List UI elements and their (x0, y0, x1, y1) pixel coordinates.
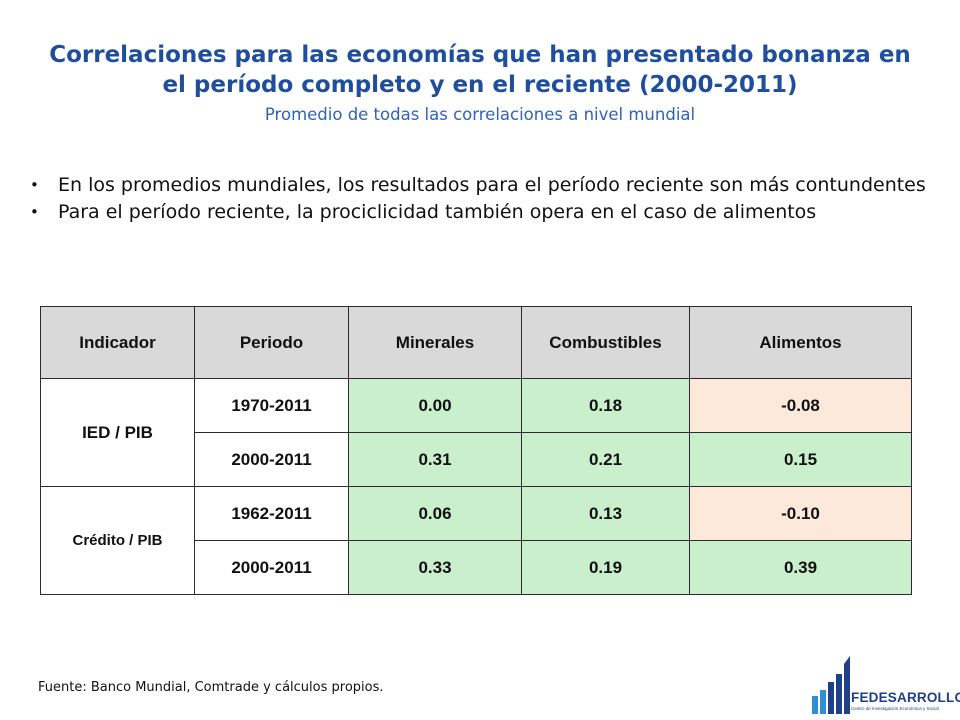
alimentos-cell: -0.08 (689, 378, 912, 433)
minerales-cell: 0.31 (348, 432, 522, 487)
bullet-list: • En los promedios mundiales, los result… (30, 172, 930, 226)
combustibles-cell: 0.19 (521, 540, 690, 595)
slide-subtitle: Promedio de todas las correlaciones a ni… (264, 105, 696, 124)
header-indicador: Indicador (40, 306, 195, 379)
header-combustibles: Combustibles (521, 306, 690, 379)
period-cell: 1970-2011 (194, 378, 349, 433)
alimentos-cell: -0.10 (689, 486, 912, 541)
correlation-table: Indicador Periodo Minerales Combustibles… (40, 306, 912, 595)
header-periodo: Periodo (194, 306, 349, 379)
title-line-2: el período completo y en el reciente (20… (162, 72, 798, 98)
header-minerales: Minerales (348, 306, 522, 379)
fedesarrollo-logo-icon (812, 656, 850, 714)
bullet-text: Para el período reciente, la prociclicid… (58, 201, 817, 223)
minerales-cell: 0.06 (348, 486, 522, 541)
indicator-cell: IED / PIB (40, 378, 195, 487)
bullet-dot-icon: • (30, 203, 39, 221)
combustibles-cell: 0.13 (521, 486, 690, 541)
period-cell: 2000-2011 (194, 432, 349, 487)
logo-name: FEDESARROLLO (851, 690, 960, 705)
bullet-item: • Para el período reciente, la prociclic… (30, 199, 930, 226)
bullet-item: • En los promedios mundiales, los result… (30, 172, 930, 199)
table-header-row: Indicador Periodo Minerales Combustibles… (40, 306, 912, 379)
minerales-cell: 0.33 (348, 540, 522, 595)
combustibles-cell: 0.18 (521, 378, 690, 433)
period-cell: 2000-2011 (194, 540, 349, 595)
combustibles-cell: 0.21 (521, 432, 690, 487)
bullet-dot-icon: • (30, 176, 39, 194)
title-line-1: Correlaciones para las economías que han… (49, 42, 911, 68)
header-alimentos: Alimentos (689, 306, 912, 379)
indicator-cell: Crédito / PIB (40, 486, 195, 595)
source-note: Fuente: Banco Mundial, Comtrade y cálcul… (38, 680, 384, 695)
slide-title: Correlaciones para las economías que han… (30, 40, 930, 100)
period-cell: 1962-2011 (194, 486, 349, 541)
table-row: IED / PIB 1970-2011 0.00 0.18 -0.08 (40, 378, 912, 487)
alimentos-cell: 0.15 (689, 432, 912, 487)
alimentos-cell: 0.39 (689, 540, 912, 595)
bullet-text: En los promedios mundiales, los resultad… (58, 174, 926, 196)
logo-tagline: Centro de Investigación Económica y Soci… (851, 706, 939, 711)
table-row: Crédito / PIB 1962-2011 0.06 0.13 -0.10 (40, 486, 912, 595)
table-row: 2000-2011 0.31 0.21 0.15 (41, 432, 912, 487)
table-row: 2000-2011 0.33 0.19 0.39 (41, 540, 912, 595)
minerales-cell: 0.00 (348, 378, 522, 433)
